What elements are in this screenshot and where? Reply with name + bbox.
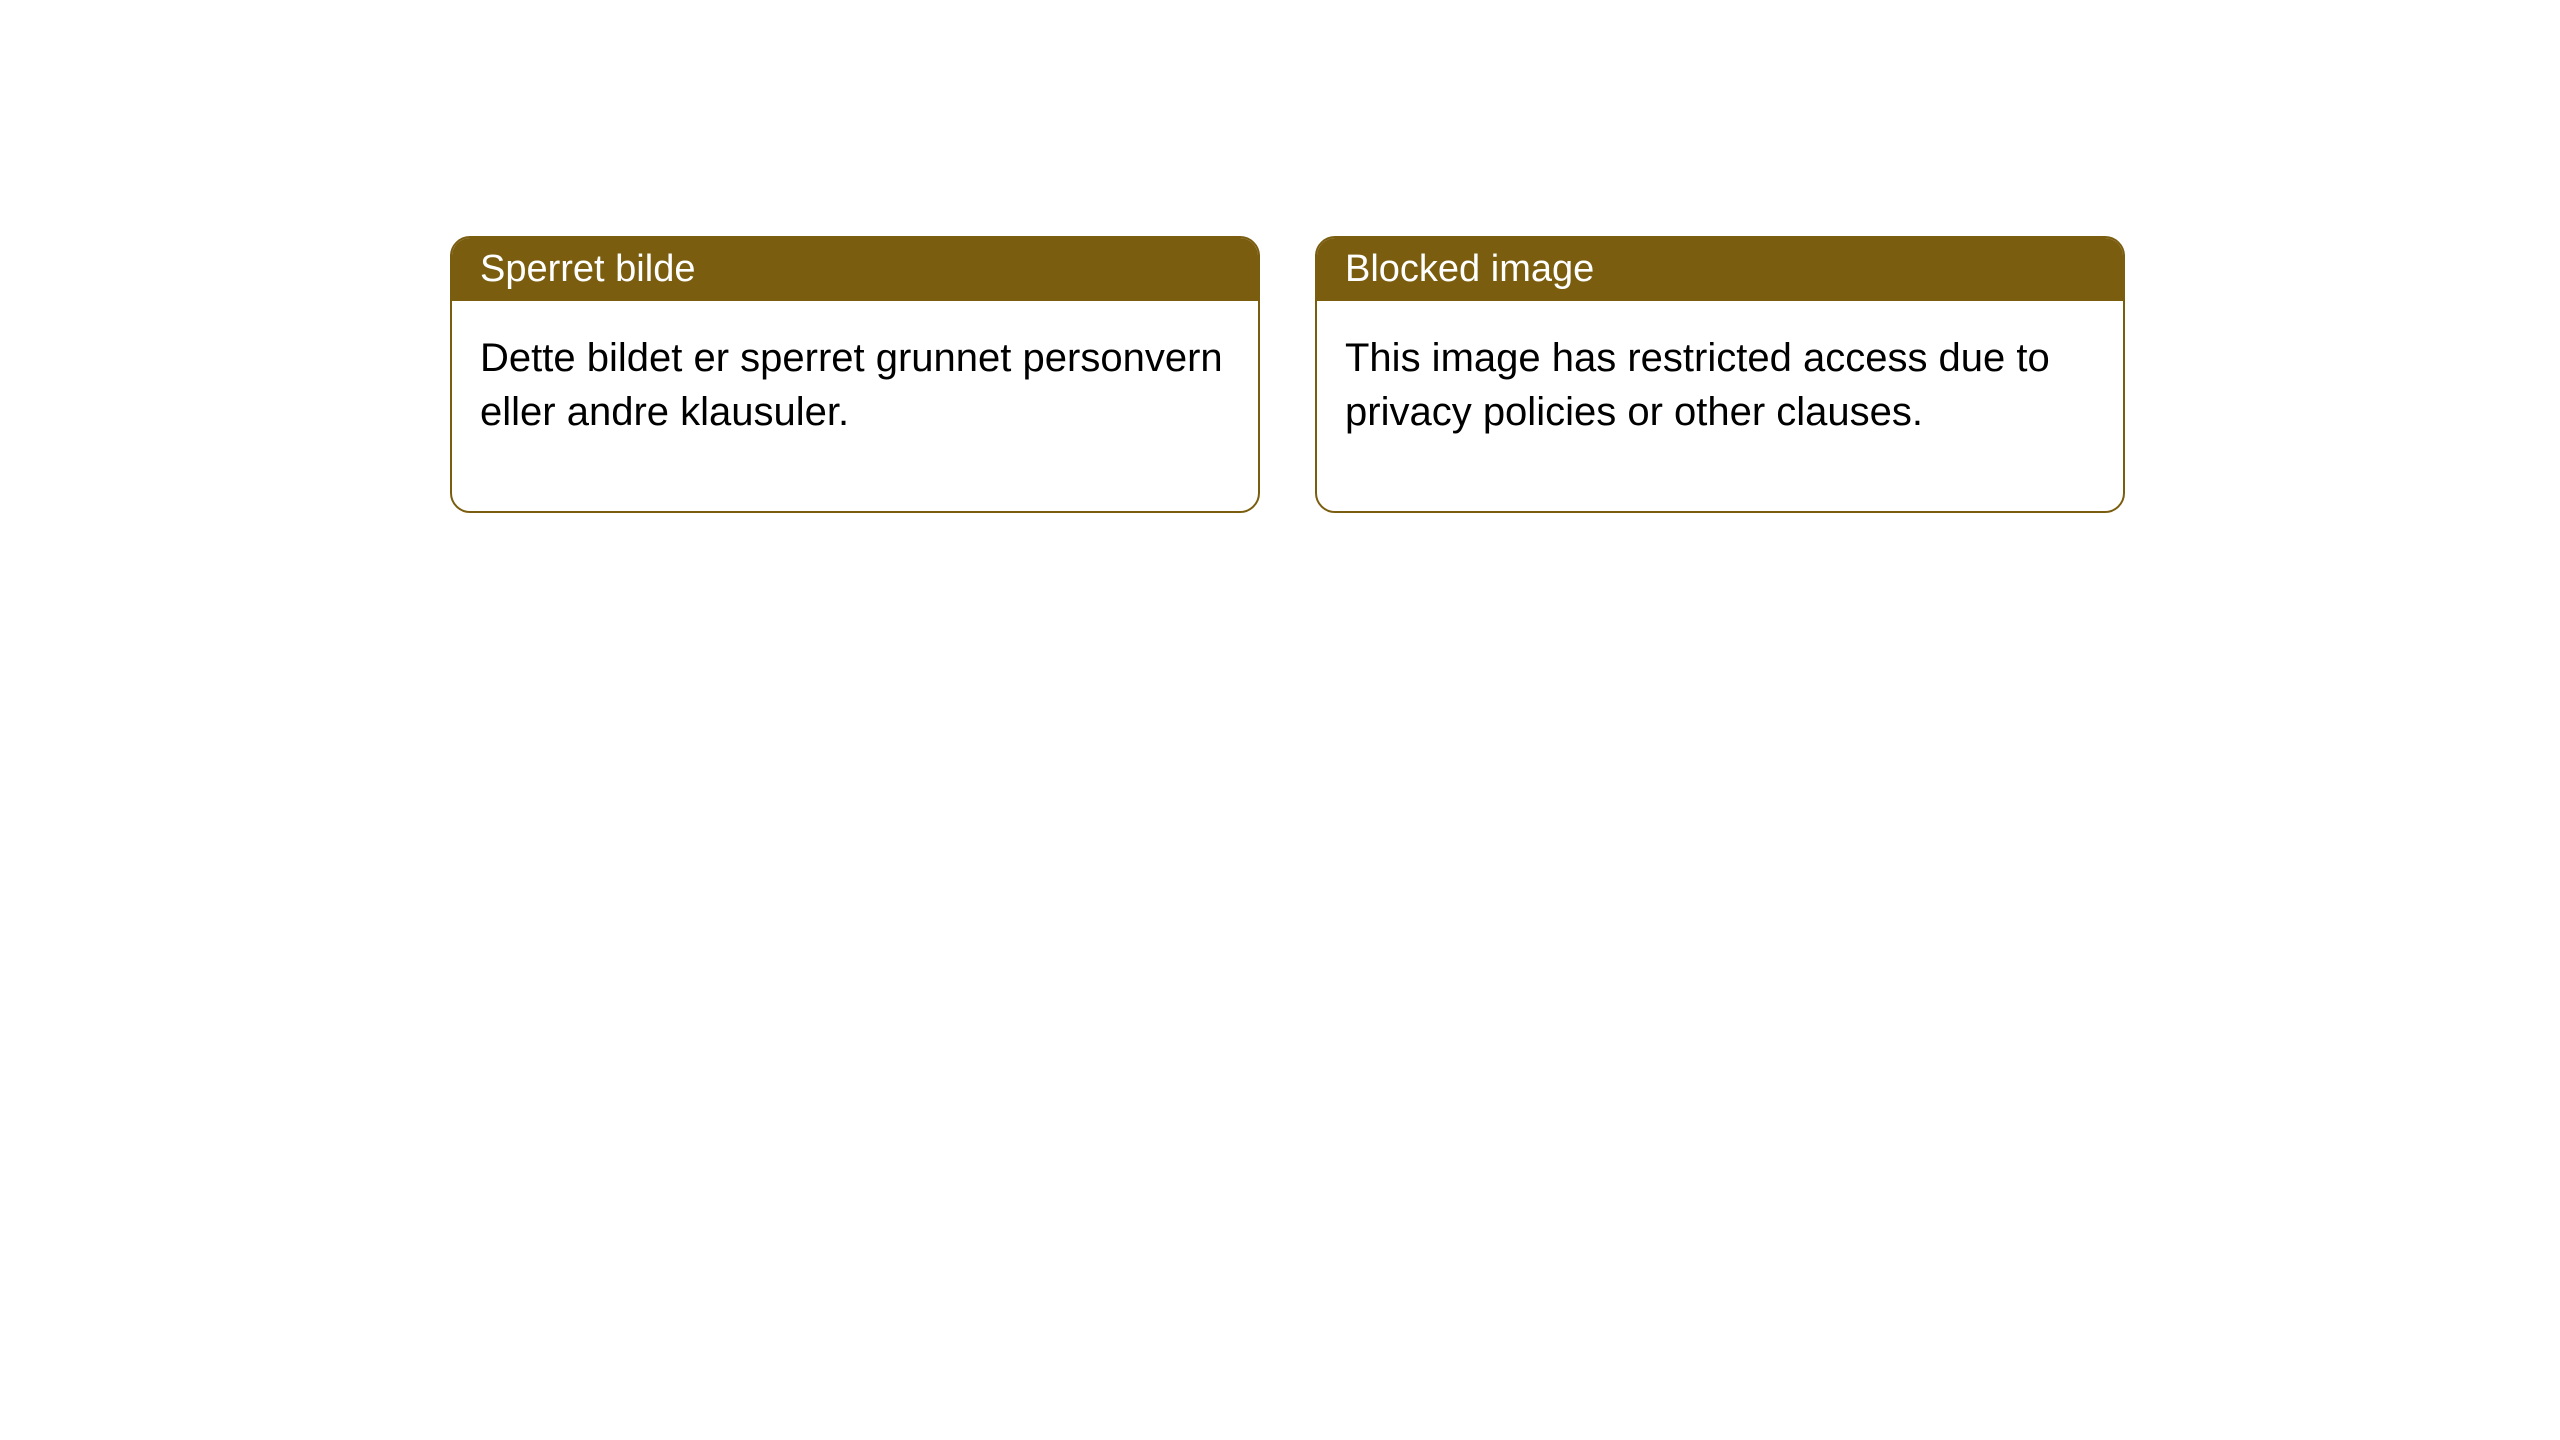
card-header: Sperret bilde xyxy=(452,238,1258,301)
card-title: Blocked image xyxy=(1345,248,1594,290)
notice-cards-container: Sperret bilde Dette bildet er sperret gr… xyxy=(450,236,2125,513)
card-body-text: This image has restricted access due to … xyxy=(1345,336,2050,434)
card-title: Sperret bilde xyxy=(480,248,695,290)
card-body: Dette bildet er sperret grunnet personve… xyxy=(452,301,1258,511)
blocked-image-card-no: Sperret bilde Dette bildet er sperret gr… xyxy=(450,236,1260,513)
card-body: This image has restricted access due to … xyxy=(1317,301,2123,511)
blocked-image-card-en: Blocked image This image has restricted … xyxy=(1315,236,2125,513)
card-header: Blocked image xyxy=(1317,238,2123,301)
card-body-text: Dette bildet er sperret grunnet personve… xyxy=(480,336,1223,434)
